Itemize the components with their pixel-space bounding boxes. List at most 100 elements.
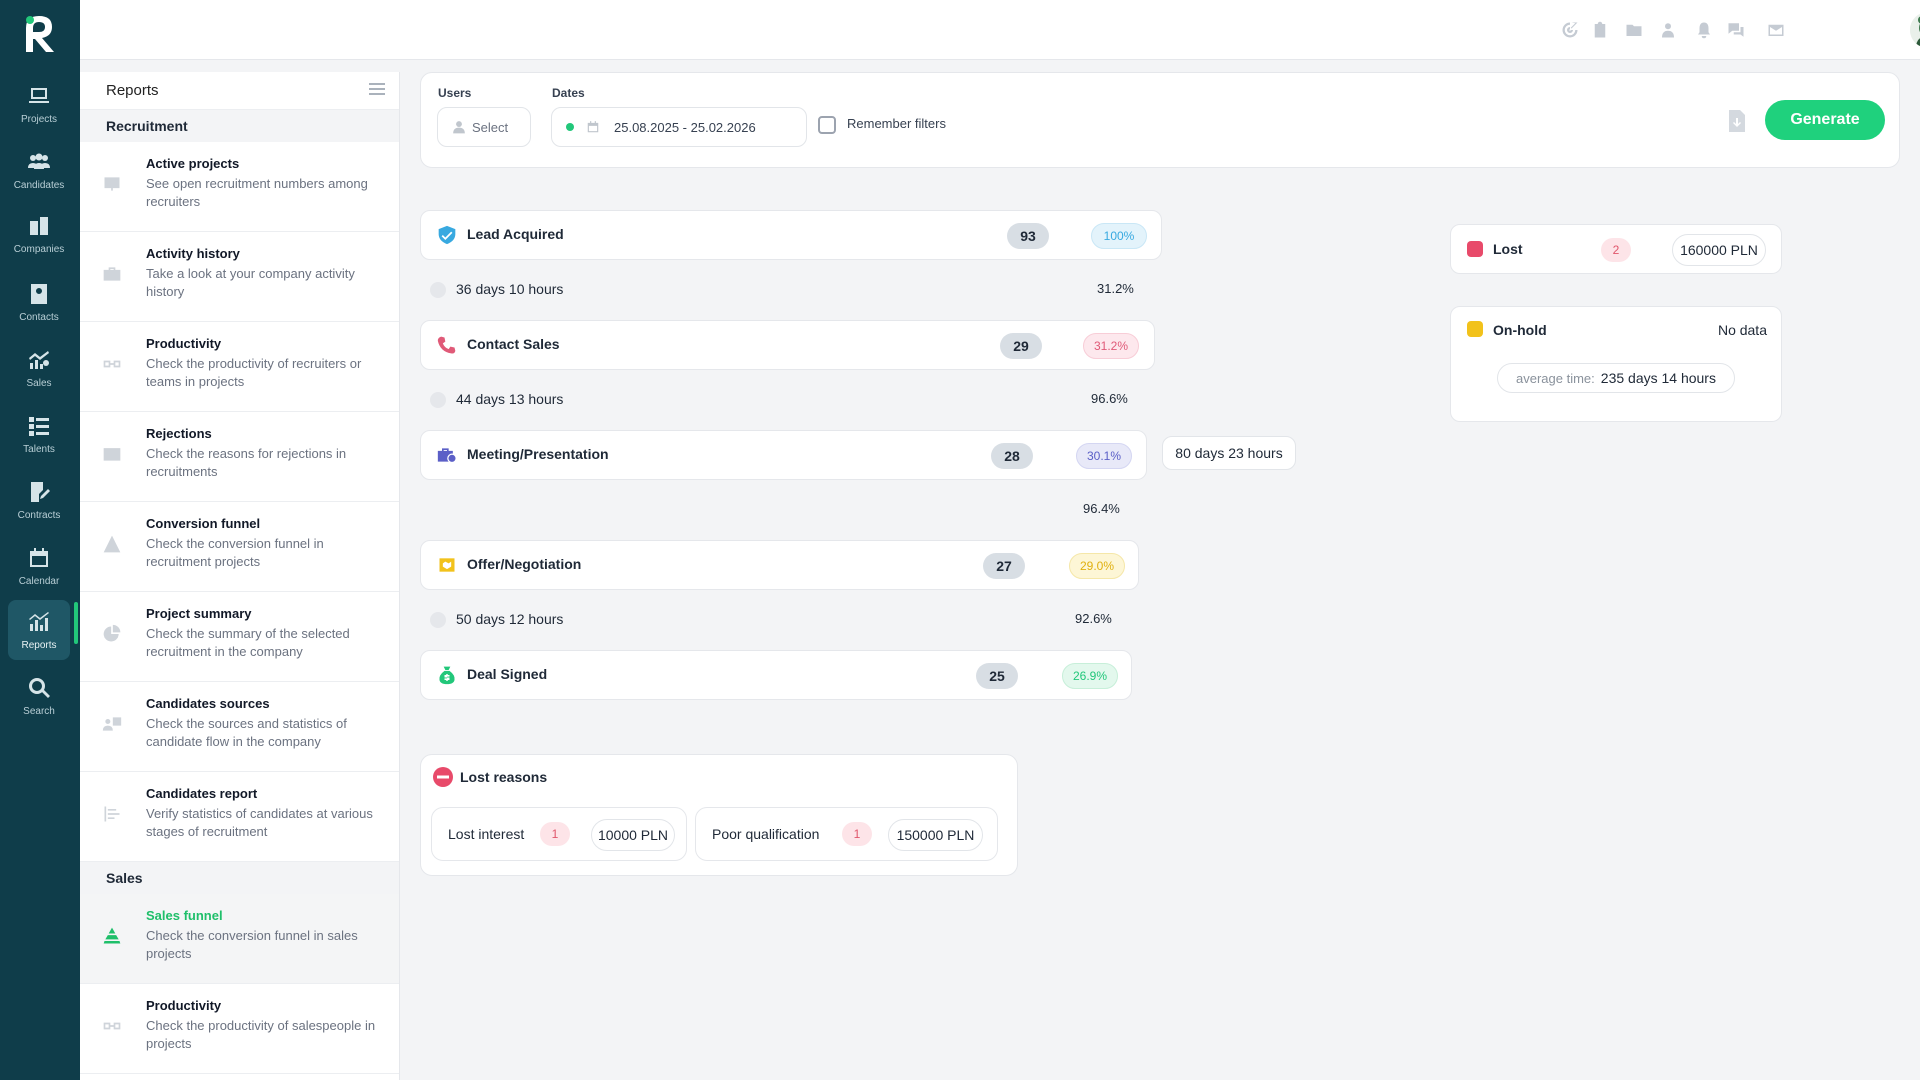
transition-percent: 96.6% [1091, 391, 1128, 406]
report-rejections[interactable]: Rejections Check the reasons for rejectio… [80, 412, 399, 502]
report-desc: Verify statistics of candidates at vario… [146, 806, 373, 839]
generate-button[interactable]: Generate [1765, 100, 1885, 140]
report-title: Productivity [146, 998, 222, 1013]
avatar[interactable] [1910, 12, 1920, 48]
target-icon[interactable] [1560, 20, 1580, 40]
transition-duration: 36 days 10 hours [456, 281, 564, 297]
lost-amount: 160000 PLN [1672, 234, 1766, 266]
lost-count: 2 [1601, 238, 1631, 262]
stage-name: Contact Sales [467, 336, 560, 352]
report-title: Activity history [146, 246, 240, 261]
bell-icon[interactable] [1694, 20, 1714, 40]
report-conversion-funnel[interactable]: Conversion funnel Check the conversion fu… [80, 502, 399, 592]
briefcase-icon [102, 264, 122, 284]
report-desc: Check the conversion funnel in recruitme… [146, 536, 324, 569]
nav-active-indicator [74, 602, 78, 644]
nav-projects[interactable]: Projects [8, 74, 70, 134]
stage-name: Offer/Negotiation [467, 556, 582, 572]
status-dot [566, 123, 574, 131]
stage-percent: 100% [1091, 223, 1147, 249]
stage-count: 28 [991, 443, 1033, 469]
reports-sidebar-title: Reports [106, 82, 159, 99]
report-desc: Check the reasons for rejections in recr… [146, 446, 347, 479]
lost-color-swatch [1467, 241, 1483, 257]
phone-icon [437, 336, 456, 354]
reports-sidebar: Reports Recruitment Active projects See o… [80, 72, 400, 1080]
funnel-stage-contact-sales: Contact Sales 29 31.2% [420, 320, 1155, 370]
report-productivity[interactable]: Productivity Check the productivity of re… [80, 322, 399, 412]
transition-percent: 31.2% [1097, 281, 1134, 296]
stage-percent: 29.0% [1069, 553, 1125, 579]
list-report-icon [102, 804, 122, 824]
report-title: Candidates report [146, 786, 258, 801]
funnel-stage-offer-negotiation: Offer/Negotiation 27 29.0% [420, 540, 1139, 590]
clock-icon [430, 282, 446, 298]
report-candidates-sources[interactable]: Candidates sources Check the sources and … [80, 682, 399, 772]
nav-contracts[interactable]: Contracts [8, 470, 70, 530]
reason-name: Lost interest [448, 826, 525, 842]
money-bag-icon [439, 666, 455, 685]
lost-card: Lost 2 160000 PLN [1450, 224, 1782, 274]
nav-companies[interactable]: Companies [8, 204, 70, 264]
report-title: Rejections [146, 426, 212, 441]
folder-icon[interactable] [1624, 20, 1644, 40]
nav-contacts[interactable]: Contacts [8, 272, 70, 332]
export-file-icon[interactable] [1727, 109, 1747, 133]
onhold-value: No data [1717, 322, 1767, 338]
funnel-transition: 36 days 10 hours 31.2% [420, 275, 1134, 305]
app-logo [26, 16, 54, 52]
briefcase-clock-icon [437, 448, 457, 464]
report-active-projects[interactable]: Active projects See open recruitment numb… [80, 142, 399, 232]
transition-duration: 50 days 12 hours [456, 611, 564, 627]
chat-icon[interactable] [1726, 20, 1746, 40]
users-label: Users [438, 86, 472, 100]
stage-count: 25 [976, 663, 1018, 689]
remember-filters-checkbox[interactable] [818, 116, 836, 134]
nav-candidates[interactable]: Candidates [8, 140, 70, 200]
candidate-source-icon [102, 714, 122, 734]
report-activity-history[interactable]: Activity history Take a look at your comp… [80, 232, 399, 322]
nav-label: Calendar [18, 575, 60, 587]
nav-search[interactable]: Search [8, 666, 70, 726]
reports-sidebar-header: Reports [80, 72, 399, 110]
dates-label: Dates [552, 86, 585, 100]
avg-label: average time: [1516, 370, 1595, 386]
nav-label: Talents [23, 443, 55, 455]
hamburger-icon[interactable] [369, 83, 385, 97]
dates-input[interactable]: 25.08.2025 - 25.02.2026 [551, 107, 807, 147]
nav-label: Projects [20, 113, 58, 125]
nav-label: Sales [26, 377, 52, 389]
report-desc: Check the conversion funnel in sales pro… [146, 928, 358, 961]
stage-count: 27 [983, 553, 1025, 579]
nav-label: Companies [13, 243, 65, 255]
transition-duration: 44 days 13 hours [456, 391, 564, 407]
nav-talents[interactable]: Talents [8, 404, 70, 464]
users-placeholder: Select [472, 119, 509, 135]
avg-value: 235 days 14 hours [1600, 370, 1716, 386]
onhold-color-swatch [1467, 321, 1483, 337]
inbox-icon[interactable] [1766, 20, 1786, 40]
nav-calendar[interactable]: Calendar [8, 536, 70, 596]
funnel-stage-meeting-presentation: Meeting/Presentation 28 30.1% [420, 430, 1147, 480]
report-project-summary[interactable]: Project summary Check the summary of the … [80, 592, 399, 682]
agent-icon[interactable] [1658, 20, 1678, 40]
stage-percent: 26.9% [1062, 663, 1118, 689]
report-desc: Check the sources and statistics of cand… [146, 716, 347, 749]
report-sales-productivity[interactable]: Productivity Check the productivity of sa… [80, 984, 399, 1074]
stage-name: Lead Acquired [467, 226, 564, 242]
report-sales-funnel[interactable]: Sales funnel Check the conversion funnel … [80, 894, 399, 984]
nav-sales[interactable]: Sales [8, 338, 70, 398]
onhold-average: average time: 235 days 14 hours [1497, 363, 1735, 393]
presentation-board-icon [102, 174, 122, 194]
handshake-icon [439, 558, 455, 572]
contact-card-icon [31, 283, 47, 304]
report-candidates-report[interactable]: Candidates report Verify statistics of ca… [80, 772, 399, 862]
stage-count: 93 [1007, 223, 1049, 249]
report-title: Conversion funnel [146, 516, 261, 531]
reason-amount: 10000 PLN [591, 819, 675, 851]
clipboard-icon[interactable] [1590, 20, 1610, 40]
lost-label: Lost [1493, 241, 1523, 257]
users-select[interactable]: Select [437, 107, 531, 147]
nav-reports[interactable]: Reports [8, 600, 70, 660]
link-icon [102, 354, 122, 374]
